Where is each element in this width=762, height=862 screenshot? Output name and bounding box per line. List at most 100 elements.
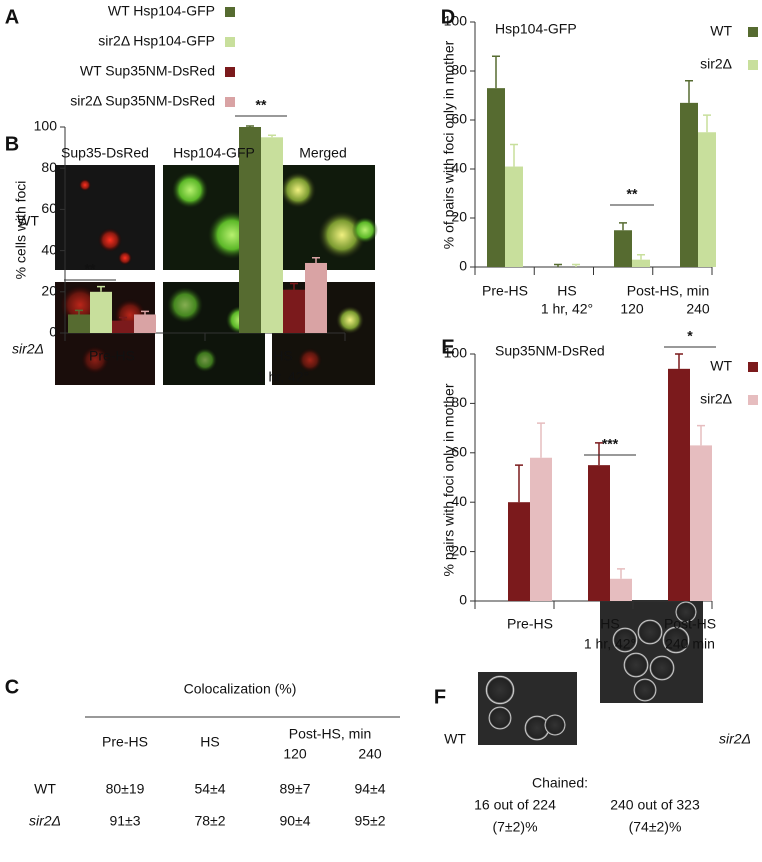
bar [588,465,610,601]
table-cell: 91±3 [109,813,140,829]
table-header: Pre-HS [102,734,148,750]
bar [508,502,530,601]
chained-percent: (7±2)% [492,819,537,835]
panel-letter: A [5,6,19,28]
column-label: Hsp104-GFP [173,145,255,161]
x-tick-label: Pre-HS [482,283,528,299]
significance-label: * [687,328,693,344]
error-bar [141,310,149,315]
x-tick-label: Pre-HS [507,616,553,632]
bar [261,137,283,333]
bar [283,289,305,333]
bar [632,259,650,267]
error-bar [510,143,518,167]
error-bar [637,254,645,260]
panel-letter: F [434,686,446,708]
legend-label: sir2Δ Sup35NM-DsRed [70,93,215,109]
group-label: Post-HS, min [627,283,709,299]
legend-label: WT Hsp104-GFP [108,3,215,19]
table-cell: 95±2 [354,813,385,829]
table-header: 240 [358,746,382,762]
x-tick-label: HS [557,283,576,299]
legend-label: sir2Δ [700,391,732,407]
y-tick-label: 60 [451,111,467,127]
x-tick-label: 120 [620,301,644,317]
x-tick-sublabel: 1 hr, 42° [584,636,636,652]
x-tick-sublabel: 1 hr, 42° [541,301,593,317]
significance-label: ** [256,97,267,113]
bar [680,102,698,267]
y-tick-label: 0 [459,258,467,274]
y-tick-label: 80 [451,394,467,410]
significance-label: *** [602,436,619,452]
legend-swatch [225,7,235,17]
x-tick-sublabel: 1 hr, 42° [257,369,309,385]
x-tick-label: Pre-HS [89,348,135,364]
y-tick-label: 40 [41,241,57,257]
legend-label: WT [710,23,732,39]
error-bar [492,55,500,89]
error-bar [97,285,105,292]
chained-count: 240 out of 323 [610,797,700,813]
row-label: WT [34,781,56,797]
error-bar [572,263,580,267]
table-cell: 90±4 [279,813,310,829]
row-label: sir2Δ [29,813,61,829]
bar [610,578,632,601]
x-tick-label: HS [273,348,292,364]
bar [68,314,90,333]
image-label: WT [444,731,466,747]
legend-swatch [225,67,235,77]
panel-letter: D [441,6,455,28]
significance-label: ** [627,186,638,202]
column-label: Sup35-DsRed [61,145,149,161]
x-tick-sublabel: 240 min [665,636,715,652]
bar [505,166,523,267]
x-tick-label: HS [600,616,619,632]
legend-label: WT [710,358,732,374]
panel-letter: E [441,336,454,358]
error-bar [703,114,711,133]
legend-label: sir2Δ Hsp104-GFP [98,33,215,49]
error-bar [619,222,627,231]
bar [690,445,712,601]
y-tick-label: 20 [451,542,467,558]
error-bar [595,442,603,466]
panel-letter: B [5,133,19,155]
chained-percent: (74±2)% [629,819,682,835]
error-bar [119,316,127,321]
chained-count: 16 out of 224 [474,797,556,813]
caption: Chained: [532,775,588,791]
bar [112,320,134,333]
legend-swatch [748,27,758,37]
y-tick-label: 0 [49,324,57,340]
significance-label: ** [85,261,96,277]
bar [698,132,716,267]
error-bar [537,422,545,458]
error-bar [75,309,83,315]
error-bar [312,257,320,263]
table-cell: 54±4 [194,781,225,797]
table-cell: 94±4 [354,781,385,797]
image-label: sir2Δ [719,731,751,747]
error-bar [268,134,276,138]
y-tick-label: 100 [444,13,468,29]
y-tick-label: 100 [34,118,58,134]
bar [614,230,632,267]
bar [530,457,552,601]
y-axis-label: % cells with foci [13,181,29,280]
table-cell: 89±7 [279,781,310,797]
bar [239,127,261,333]
y-tick-label: 60 [41,200,57,216]
table-header: HS [200,734,219,750]
error-bar [685,80,693,103]
chart-title: Sup35NM-DsRed [495,343,605,359]
row-label: WT [17,213,39,229]
x-tick-label: 240 [686,301,710,317]
legend-label: sir2Δ [700,56,732,72]
y-tick-label: 0 [459,592,467,608]
bar [305,262,327,333]
y-tick-label: 60 [451,444,467,460]
